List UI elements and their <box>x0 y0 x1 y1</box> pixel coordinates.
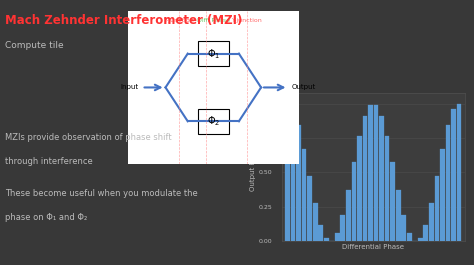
Bar <box>374 105 378 241</box>
Bar <box>291 109 295 241</box>
Text: These become useful when you modulate the: These become useful when you modulate th… <box>5 189 198 198</box>
Bar <box>368 105 373 241</box>
Text: $\Phi_2$: $\Phi_2$ <box>207 114 220 128</box>
Bar <box>401 214 406 241</box>
Text: Input: Input <box>120 85 138 90</box>
Text: Output: Output <box>292 85 316 90</box>
Bar <box>385 136 390 241</box>
Text: MZIs provide observation of phase shift: MZIs provide observation of phase shift <box>5 134 172 143</box>
Bar <box>429 203 434 241</box>
Bar <box>423 224 428 241</box>
Bar <box>418 238 423 241</box>
Bar <box>435 176 439 241</box>
Text: through interference: through interference <box>5 157 92 166</box>
Bar <box>324 238 328 241</box>
Bar <box>396 190 401 241</box>
Bar <box>319 224 323 241</box>
Bar <box>363 116 367 241</box>
Bar <box>340 214 345 241</box>
Text: Diff. Phase: Diff. Phase <box>197 18 230 23</box>
Bar <box>457 104 461 241</box>
FancyBboxPatch shape <box>198 41 228 66</box>
Text: Y-junction: Y-junction <box>232 18 263 23</box>
Bar <box>390 162 395 241</box>
Bar <box>296 125 301 241</box>
Bar <box>451 109 456 241</box>
Bar <box>346 190 351 241</box>
X-axis label: Differential Phase: Differential Phase <box>342 244 404 250</box>
FancyBboxPatch shape <box>198 109 228 134</box>
Bar <box>407 232 411 241</box>
Bar <box>285 104 290 241</box>
Text: Compute tile: Compute tile <box>5 41 64 50</box>
Bar <box>307 176 312 241</box>
Bar <box>313 203 318 241</box>
Bar <box>379 116 384 241</box>
Bar <box>302 149 307 241</box>
Y-axis label: Output Power: Output Power <box>250 143 256 191</box>
Bar <box>440 149 445 241</box>
Bar <box>352 162 356 241</box>
Bar <box>357 136 362 241</box>
Bar <box>446 125 450 241</box>
Text: Mach Zehnder Interferometer (MZI): Mach Zehnder Interferometer (MZI) <box>5 14 242 27</box>
Text: Y-junction: Y-junction <box>164 18 194 23</box>
Text: $\Phi_1$: $\Phi_1$ <box>207 47 220 60</box>
Bar <box>335 232 340 241</box>
Text: phase on Φ₁ and Φ₂: phase on Φ₁ and Φ₂ <box>5 213 87 222</box>
